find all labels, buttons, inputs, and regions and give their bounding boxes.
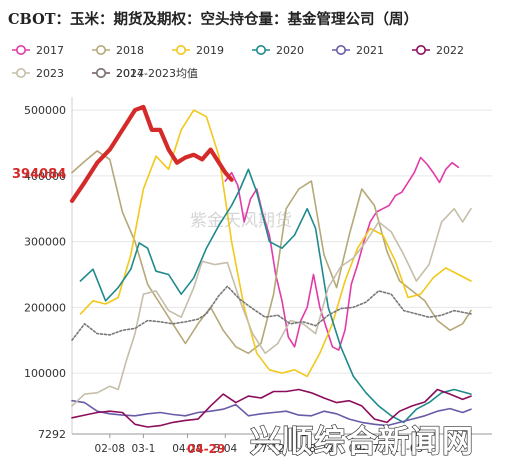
legend-item[interactable]: 2017: [12, 44, 64, 57]
legend-swatch-marker: [96, 44, 107, 55]
x-tick-label: 04-29: [172, 443, 203, 455]
series-line-2023: [71, 207, 472, 407]
legend-swatch-marker: [96, 68, 107, 79]
x-tick-label: 03-1: [131, 443, 155, 455]
legend-swatch-marker: [15, 68, 26, 79]
y-tick-label: 400000: [24, 170, 66, 183]
series-line-2022: [71, 388, 472, 428]
current-value-marker: 394084 04-29: [12, 167, 225, 456]
legend-label: 2022: [436, 44, 464, 57]
current-date-label: 04-29: [187, 442, 225, 456]
x-tick-label: 08-20: [302, 443, 333, 455]
current-value-label: 394084: [12, 167, 66, 182]
legend-swatch-marker: [255, 44, 266, 55]
legend-item[interactable]: 2023: [12, 67, 64, 80]
legend-swatch-marker: [15, 44, 26, 55]
legend: 2017 2018 2019 2020 2021 2022 2023 20242017-202…: [12, 44, 464, 80]
legend-label: 2021: [356, 44, 384, 57]
y-tick-label: 300000: [24, 236, 66, 249]
y-tick-label: 7292: [38, 428, 66, 441]
legend-item[interactable]: 2018: [92, 44, 144, 57]
y-tick-label: 200000: [24, 301, 66, 314]
legend-label: 2020: [276, 44, 304, 57]
series-line-2024: [69, 104, 234, 203]
watermark: 紫金天风期货: [190, 211, 292, 231]
legend-swatch-marker: [415, 44, 426, 55]
legend-item[interactable]: 2019: [172, 44, 224, 57]
legend-swatch-marker: [335, 44, 346, 55]
series-line-2020: [79, 168, 472, 424]
x-tick-label: 07-12: [254, 443, 285, 455]
legend-label: 2017: [36, 44, 64, 57]
series-line-2017: [224, 156, 460, 351]
x-tick-label: 11-05: [393, 443, 424, 455]
legend-label: 2018: [116, 44, 144, 57]
legend-label: 2024: [116, 67, 144, 80]
y-axis: 7292 100000 200000 300000 400000 500000: [24, 97, 73, 441]
x-axis: 02-08 03-1 04-29 5-04 07-12 08-20 09-27 11-05: [72, 433, 492, 455]
y-tick-label: 100000: [24, 367, 66, 380]
legend-label: 2017-2023均值: [116, 67, 198, 80]
legend-item[interactable]: 2020: [252, 44, 304, 57]
x-tick-label: 5-04: [213, 443, 237, 455]
series-line-2019: [79, 109, 472, 378]
grid: [72, 109, 492, 435]
series-line-2018: [71, 150, 472, 355]
legend-item[interactable]: 2022: [412, 44, 464, 57]
y-tick-label: 500000: [24, 104, 66, 117]
legend-item[interactable]: 2017-2023均值: [92, 67, 198, 80]
legend-item[interactable]: 2021: [332, 44, 384, 57]
series-lines: [69, 104, 472, 428]
legend-label: 2023: [36, 67, 64, 80]
corner-stamp: 兴顺综合新闻网: [250, 424, 474, 460]
series-line-2017-2023均值: [71, 285, 472, 341]
x-tick-label: 09-27: [349, 443, 380, 455]
legend-swatch-marker: [176, 44, 187, 55]
chart-title: CBOT：玉米：期货及期权：空头持仓量：基金管理公司（周）: [8, 10, 418, 28]
x-tick-label: 02-08: [95, 443, 126, 455]
legend-label: 2019: [196, 44, 224, 57]
series-line-2021: [71, 399, 472, 427]
